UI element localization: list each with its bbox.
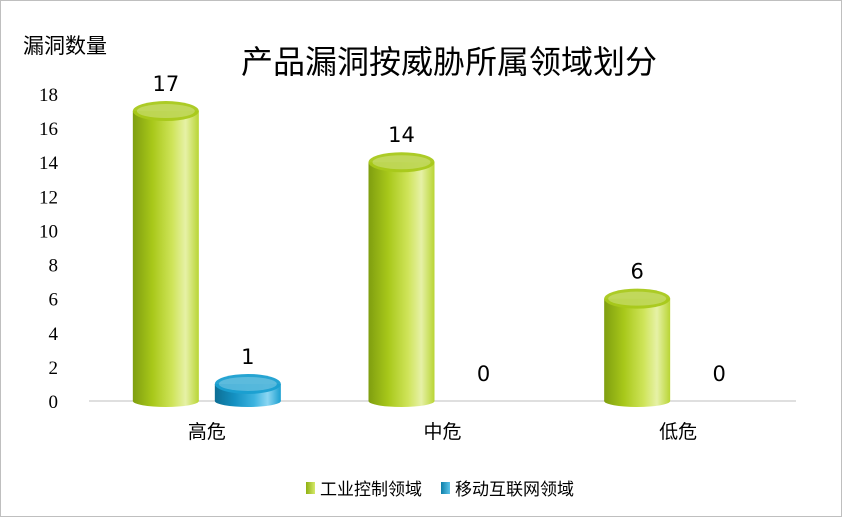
bar-top-highlight [372, 155, 431, 170]
data-label: 1 [241, 345, 254, 369]
bar-bottom [368, 395, 435, 407]
data-label: 14 [388, 123, 415, 147]
y-tick-label: 2 [49, 358, 59, 379]
bar [132, 101, 199, 407]
bar-top [368, 152, 435, 173]
bar [214, 373, 281, 407]
y-axis-title: 漏洞数量 [23, 34, 107, 58]
bar-top [604, 288, 671, 309]
legend-item-series-2: 移动互联网领域 [441, 475, 574, 500]
chart-title: 产品漏洞按威胁所属领域划分 [241, 43, 658, 81]
legend-label-series-1: 工业控制领域 [320, 480, 422, 500]
bar-body [368, 162, 435, 401]
bar-body [132, 111, 199, 402]
legend-swatch-series-1 [306, 481, 315, 494]
bar [604, 288, 671, 407]
bar-top-highlight [218, 376, 277, 391]
legend-label-series-2: 移动互联网领域 [455, 480, 574, 500]
data-label: 0 [712, 362, 725, 386]
y-tick-label: 18 [39, 85, 58, 106]
y-tick-label: 4 [49, 324, 59, 345]
legend-item-series-1: 工业控制领域 [306, 475, 422, 500]
data-label: 17 [152, 72, 179, 96]
y-tick-label: 14 [39, 153, 59, 174]
x-tick-label: 中危 [423, 421, 461, 443]
y-tick-label: 6 [49, 290, 59, 311]
bar-top-highlight [136, 104, 195, 119]
y-tick-label: 10 [39, 221, 58, 242]
y-tick-label: 16 [39, 119, 58, 140]
x-tick-label: 高危 [188, 421, 226, 443]
data-label: 0 [477, 362, 490, 386]
legend-swatch-series-2 [441, 481, 450, 494]
bar-bottom [604, 395, 671, 407]
bar-body [604, 298, 671, 401]
y-tick-label: 12 [39, 187, 58, 208]
bar-bottom [132, 395, 199, 407]
data-label: 6 [630, 260, 643, 284]
bar-top [132, 101, 199, 122]
bar [368, 152, 435, 407]
y-tick-label: 0 [49, 392, 59, 413]
bar-bottom [214, 395, 281, 407]
x-tick-label: 低危 [659, 421, 697, 443]
y-tick-label: 8 [49, 256, 59, 277]
bar-top-highlight [608, 291, 667, 306]
bar-top [214, 373, 281, 394]
